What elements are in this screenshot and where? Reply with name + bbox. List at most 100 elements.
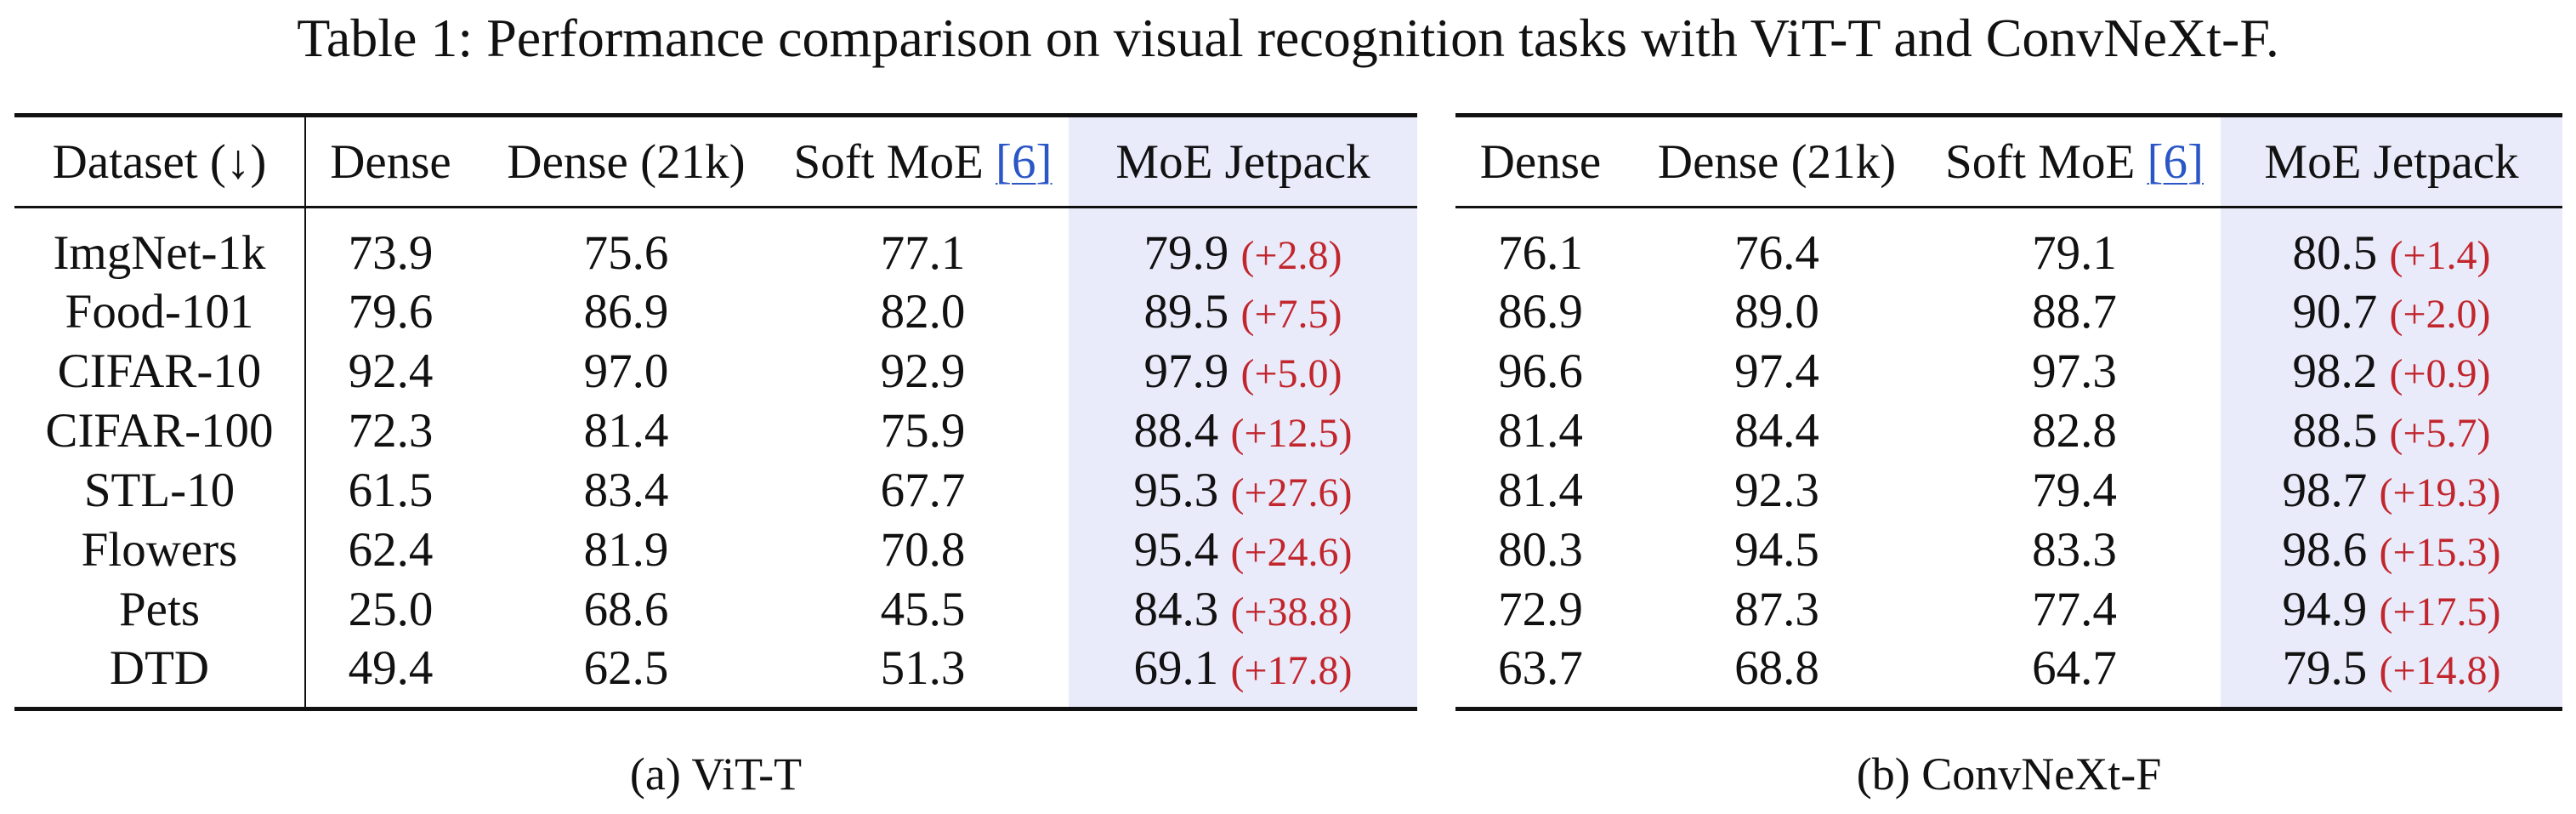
table-row: STL-10 61.5 83.4 67.7 95.3 (+27.6) [14, 460, 1417, 521]
table-row: 76.1 76.4 79.1 80.5 (+1.4) [1455, 207, 2562, 282]
table-row: 96.6 97.4 97.3 98.2 (+0.9) [1455, 341, 2562, 401]
dense-value-cell: 81.4 [1498, 404, 1583, 458]
moe-jetpack-value: 69.1 [1133, 640, 1219, 695]
dataset-cell: Pets [14, 579, 306, 640]
moe-jetpack-cell: 88.4 (+12.5) [1069, 401, 1417, 461]
dense21k-value-cell: 89.0 [1734, 285, 1819, 339]
moe-jetpack-cell: 69.1 (+17.8) [1069, 639, 1417, 709]
improvement-delta: (+27.6) [1230, 470, 1353, 515]
dense-value-cell: 25.0 [348, 583, 434, 636]
dense21k-value-cell: 76.4 [1734, 225, 1819, 280]
dense-value-cell: 72.9 [1498, 583, 1583, 636]
softmoe-value-cell: 79.4 [2032, 464, 2117, 517]
moe-jetpack-value: 84.3 [1133, 583, 1219, 636]
softmoe-value-cell: 88.7 [2032, 285, 2117, 339]
improvement-delta: (+17.5) [2379, 589, 2501, 635]
convnext-f-table-panel: Dense Dense (21k) Soft MoE [6] MoE Jetpa… [1455, 113, 2562, 717]
vit-t-table-panel: Dataset (↓) Dense Dense (21k) Soft MoE [… [14, 113, 1417, 717]
dataset-cell: CIFAR-10 [14, 341, 306, 401]
softmoe-value-cell: 70.8 [880, 523, 966, 577]
dataset-cell: STL-10 [14, 460, 306, 521]
dense-value-cell: 96.6 [1498, 344, 1583, 398]
moe-jetpack-value: 94.9 [2282, 583, 2368, 636]
moe-jetpack-cell: 95.4 (+24.6) [1069, 520, 1417, 580]
moe-jetpack-value: 95.4 [1133, 523, 1219, 577]
table-row: Pets 25.0 68.6 45.5 84.3 (+38.8) [14, 579, 1417, 640]
improvement-delta: (+14.8) [2379, 647, 2501, 693]
improvement-delta: (+0.9) [2389, 351, 2491, 396]
dense-value-cell: 79.6 [348, 285, 434, 339]
dense21k-value-cell: 68.6 [583, 583, 669, 636]
vit-t-table-body: ImgNet-1k 73.9 75.6 77.1 79.9 (+2.8) Food-101… [14, 207, 1417, 709]
subcaption-convnext-f: (b) ConvNeXt-F [1856, 749, 2162, 800]
table-caption: Table 1: Performance comparison on visua… [297, 8, 2279, 68]
softmoe-value-cell: 82.8 [2032, 404, 2117, 458]
moe-jetpack-value: 88.4 [1133, 404, 1219, 458]
moe-jetpack-cell: 88.5 (+5.7) [2221, 401, 2562, 461]
dense-value-cell: 76.1 [1498, 225, 1583, 280]
moe-jetpack-value: 90.7 [2292, 285, 2378, 339]
dense-value-cell: 63.7 [1498, 640, 1583, 695]
softmoe-value-cell: 67.7 [880, 464, 966, 517]
moe-jetpack-cell: 98.2 (+0.9) [2221, 341, 2562, 401]
convnext-f-table-body: 76.1 76.4 79.1 80.5 (+1.4) 86.9 89.0 88.7 90.7 … [1455, 207, 2562, 709]
dense-value-cell: 92.4 [348, 344, 434, 398]
softmoe-value-cell: 45.5 [880, 583, 966, 636]
improvement-delta: (+15.3) [2379, 530, 2501, 575]
convnext-f-table: Dense Dense (21k) Soft MoE [6] MoE Jetpa… [1455, 113, 2562, 711]
improvement-delta: (+12.5) [1230, 411, 1353, 456]
softmoe-value-cell: 83.3 [2032, 523, 2117, 577]
improvement-delta: (+7.5) [1240, 292, 1342, 337]
moe-jetpack-value: 79.5 [2282, 640, 2368, 695]
dense-value-cell: 73.9 [348, 225, 434, 280]
dense21k-value-cell: 81.4 [583, 404, 669, 458]
soft-moe-label: Soft MoE [793, 134, 984, 189]
dense-21k-column-header: Dense (21k) [1657, 134, 1897, 189]
dense21k-value-cell: 75.6 [583, 225, 669, 280]
moe-jetpack-value: 95.3 [1133, 464, 1219, 517]
moe-jetpack-cell: 95.3 (+27.6) [1069, 460, 1417, 521]
table-row: DTD 49.4 62.5 51.3 69.1 (+17.8) [14, 639, 1417, 709]
dataset-cell: Food-101 [14, 282, 306, 342]
citation-link[interactable]: [6] [2147, 134, 2204, 189]
moe-jetpack-value: 79.9 [1143, 225, 1229, 280]
dense21k-value-cell: 86.9 [583, 285, 669, 339]
dense21k-value-cell: 84.4 [1734, 404, 1819, 458]
dense-value-cell: 72.3 [348, 404, 434, 458]
dataset-cell: ImgNet-1k [14, 207, 306, 282]
dense21k-value-cell: 81.9 [583, 523, 669, 577]
dense21k-value-cell: 94.5 [1734, 523, 1819, 577]
citation-link[interactable]: [6] [996, 134, 1053, 189]
dense21k-value-cell: 87.3 [1734, 583, 1819, 636]
dataset-cell: Flowers [14, 520, 306, 580]
dense21k-value-cell: 62.5 [583, 640, 669, 695]
table-row: 81.4 92.3 79.4 98.7 (+19.3) [1455, 460, 2562, 521]
moe-jetpack-value: 88.5 [2292, 404, 2378, 458]
dense21k-value-cell: 68.8 [1734, 640, 1819, 695]
dense-column-header: Dense [1479, 134, 1602, 189]
table-row: 80.3 94.5 83.3 98.6 (+15.3) [1455, 520, 2562, 580]
dense-value-cell: 86.9 [1498, 285, 1583, 339]
table-header-row: Dense Dense (21k) Soft MoE [6] MoE Jetpa… [1455, 115, 2562, 208]
softmoe-value-cell: 92.9 [880, 344, 966, 398]
table-header-row: Dataset (↓) Dense Dense (21k) Soft MoE [… [14, 115, 1417, 208]
improvement-delta: (+5.7) [2389, 411, 2491, 456]
moe-jetpack-value: 97.9 [1143, 344, 1229, 398]
moe-jetpack-cell: 90.7 (+2.0) [2221, 282, 2562, 342]
dataset-cell: CIFAR-100 [14, 401, 306, 461]
improvement-delta: (+38.8) [1230, 589, 1353, 635]
table-row: CIFAR-100 72.3 81.4 75.9 88.4 (+12.5) [14, 401, 1417, 461]
subcaption-vit-t: (a) ViT-T [629, 749, 803, 800]
table-row: 72.9 87.3 77.4 94.9 (+17.5) [1455, 579, 2562, 640]
soft-moe-label: Soft MoE [1945, 134, 2136, 189]
moe-jetpack-cell: 80.5 (+1.4) [2221, 207, 2562, 282]
improvement-delta: (+17.8) [1230, 647, 1353, 693]
moe-jetpack-value: 98.7 [2282, 464, 2368, 517]
improvement-delta: (+2.8) [1240, 232, 1342, 278]
dense21k-value-cell: 92.3 [1734, 464, 1819, 517]
moe-jetpack-cell: 84.3 (+38.8) [1069, 579, 1417, 640]
softmoe-value-cell: 82.0 [880, 285, 966, 339]
dense-21k-column-header: Dense (21k) [507, 134, 746, 189]
improvement-delta: (+1.4) [2389, 232, 2491, 278]
moe-jetpack-column-header: MoE Jetpack [2221, 115, 2562, 208]
